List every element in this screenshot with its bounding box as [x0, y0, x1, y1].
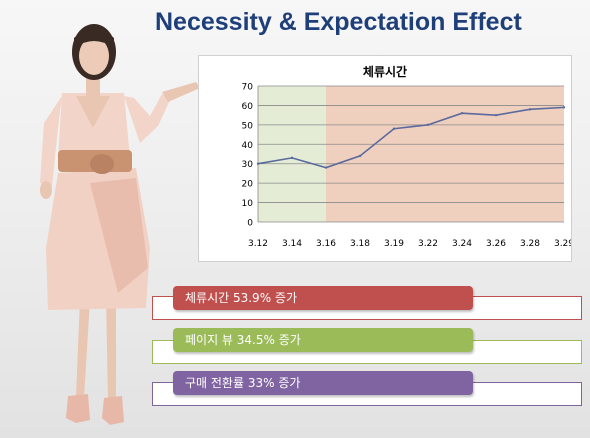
data-point: [392, 127, 396, 130]
y-tick-label: 0: [247, 219, 253, 229]
x-tick-label: 3.29: [554, 239, 571, 249]
chart-panel: 0 10 20 30 40 50 60 70 3.12 3.14 3.16 3.18 3.19 3.22 3…: [198, 55, 572, 262]
y-tick-label: 10: [242, 199, 254, 209]
x-tick-label: 3.19: [384, 239, 404, 249]
shaded-region-0: [258, 86, 326, 222]
x-tick-label: 3.18: [350, 239, 370, 249]
data-point: [494, 113, 498, 117]
slide-title: Necessity & Expectation Effect: [155, 8, 522, 36]
x-tick-label: 3.14: [282, 239, 302, 249]
stat-bar-conversion: 구매 전환률 33% 증가: [173, 371, 473, 395]
x-tick-label: 3.28: [520, 239, 540, 249]
data-point: [460, 112, 464, 115]
stat-bar-dwell-time: 체류시간 53.9% 증가: [173, 286, 473, 310]
y-tick-label: 60: [242, 102, 254, 112]
presenter-figure: [40, 24, 200, 425]
y-tick-label: 50: [242, 121, 254, 131]
x-tick-label: 3.12: [248, 239, 268, 249]
line-chart: 0 10 20 30 40 50 60 70 3.12 3.14 3.16 3.18 3.19 3.22 3…: [242, 64, 571, 249]
data-point: [256, 162, 260, 165]
shaded-region-1: [326, 86, 564, 222]
series-line-0: [257, 106, 565, 169]
chart-title: 체류시간: [363, 64, 407, 79]
data-point: [324, 166, 328, 169]
data-point: [358, 154, 362, 158]
x-tick-label: 3.22: [418, 239, 438, 249]
data-point: [528, 108, 532, 111]
y-tick-label: 70: [242, 83, 254, 93]
x-tick-label: 3.26: [486, 239, 506, 249]
data-point: [290, 156, 294, 160]
y-tick-label: 40: [242, 141, 254, 151]
x-tick-label: 3.16: [316, 239, 336, 249]
stat-bar-page-views: 페이지 뷰 34.5% 증가: [173, 328, 473, 352]
data-point: [426, 123, 430, 127]
y-tick-label: 30: [242, 160, 254, 170]
data-point: [562, 106, 566, 109]
x-tick-label: 3.24: [452, 239, 472, 249]
y-tick-label: 20: [242, 180, 254, 190]
